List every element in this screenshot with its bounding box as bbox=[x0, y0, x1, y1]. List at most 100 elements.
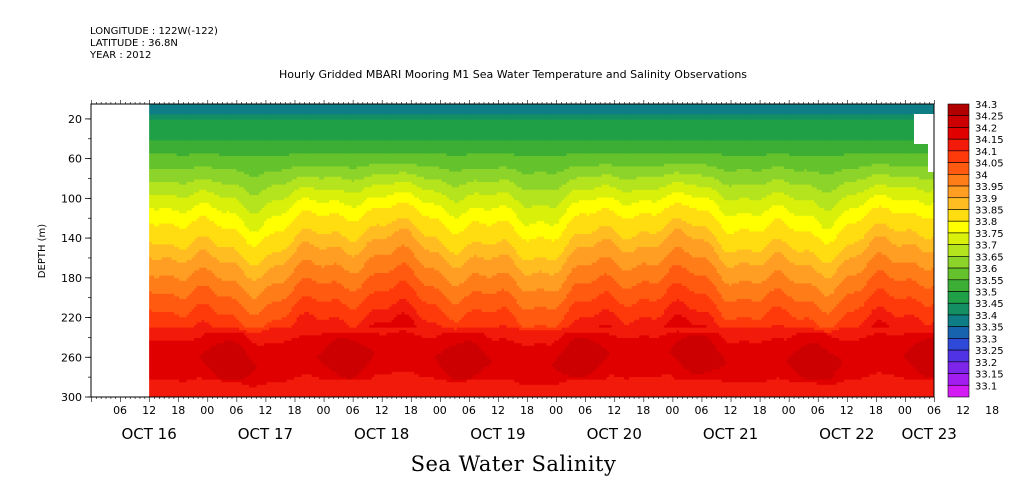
salinity-cell bbox=[246, 296, 250, 300]
salinity-cell bbox=[174, 205, 178, 209]
salinity-cell bbox=[231, 260, 235, 263]
salinity-cell bbox=[201, 254, 205, 258]
salinity-cell bbox=[229, 127, 233, 131]
salinity-cell bbox=[214, 267, 218, 271]
salinity-cell bbox=[244, 291, 248, 295]
salinity-cell bbox=[204, 163, 208, 167]
salinity-cell bbox=[239, 358, 243, 362]
salinity-cell bbox=[151, 171, 155, 175]
salinity-cell bbox=[236, 135, 240, 139]
salinity-cell bbox=[206, 236, 210, 240]
salinity-cell bbox=[206, 195, 210, 198]
salinity-cell bbox=[169, 228, 173, 232]
salinity-cell bbox=[219, 249, 223, 253]
salinity-cell bbox=[239, 182, 243, 185]
salinity-cell bbox=[164, 353, 168, 357]
salinity-cell bbox=[224, 171, 228, 175]
salinity-cell bbox=[249, 200, 253, 204]
salinity-cell bbox=[166, 273, 170, 276]
salinity-cell bbox=[211, 244, 215, 248]
salinity-cell bbox=[189, 249, 193, 253]
salinity-cell bbox=[209, 358, 213, 362]
salinity-cell bbox=[226, 257, 230, 261]
salinity-cell bbox=[214, 140, 218, 144]
salinity-cell bbox=[231, 384, 235, 388]
salinity-cell bbox=[151, 366, 155, 370]
salinity-cell bbox=[184, 395, 188, 397]
salinity-cell bbox=[249, 205, 253, 209]
salinity-cell bbox=[239, 384, 243, 388]
salinity-cell bbox=[199, 124, 203, 128]
salinity-cell bbox=[191, 111, 195, 115]
salinity-cell bbox=[191, 379, 195, 383]
salinity-cell bbox=[221, 119, 225, 123]
salinity-cell bbox=[254, 374, 258, 378]
salinity-cell bbox=[164, 312, 168, 315]
salinity-cell bbox=[151, 317, 155, 321]
salinity-cell bbox=[239, 309, 243, 313]
salinity-cell bbox=[224, 280, 228, 284]
salinity-cell bbox=[211, 150, 215, 154]
salinity-cell bbox=[191, 374, 195, 378]
salinity-cell bbox=[204, 187, 208, 191]
salinity-cell bbox=[244, 356, 248, 360]
salinity-cell bbox=[186, 379, 190, 383]
salinity-cell bbox=[241, 364, 245, 367]
salinity-cell bbox=[201, 202, 205, 206]
salinity-cell bbox=[206, 384, 210, 388]
salinity-cell bbox=[176, 280, 180, 284]
salinity-cell bbox=[244, 262, 248, 266]
salinity-cell bbox=[154, 260, 158, 263]
salinity-cell bbox=[216, 197, 220, 201]
salinity-cell bbox=[231, 215, 235, 219]
salinity-cell bbox=[189, 130, 193, 133]
salinity-cell bbox=[171, 377, 175, 380]
salinity-cell bbox=[214, 377, 218, 380]
salinity-cell bbox=[169, 327, 173, 331]
salinity-cell bbox=[169, 265, 173, 269]
salinity-cell bbox=[154, 208, 158, 211]
salinity-cell bbox=[164, 325, 168, 328]
salinity-cell bbox=[256, 156, 260, 159]
salinity-cell bbox=[251, 239, 255, 243]
salinity-cell bbox=[256, 205, 260, 209]
salinity-cell bbox=[176, 377, 180, 380]
salinity-cell bbox=[224, 132, 228, 136]
salinity-cell bbox=[234, 161, 238, 165]
salinity-cell bbox=[154, 221, 158, 224]
salinity-cell bbox=[234, 351, 238, 354]
salinity-cell bbox=[254, 286, 258, 289]
salinity-cell bbox=[221, 228, 225, 232]
salinity-cell bbox=[169, 137, 173, 141]
salinity-cell bbox=[211, 213, 215, 217]
salinity-cell bbox=[194, 296, 198, 300]
salinity-cell bbox=[164, 374, 168, 378]
salinity-cell bbox=[226, 132, 230, 136]
salinity-cell bbox=[224, 124, 228, 128]
salinity-cell bbox=[254, 270, 258, 274]
salinity-cell bbox=[159, 358, 163, 362]
salinity-cell bbox=[194, 374, 198, 378]
salinity-cell bbox=[219, 387, 223, 391]
salinity-cell bbox=[251, 234, 255, 237]
salinity-cell bbox=[199, 286, 203, 289]
salinity-cell bbox=[239, 254, 243, 258]
salinity-cell bbox=[171, 114, 175, 118]
salinity-cell bbox=[246, 208, 250, 211]
salinity-cell bbox=[201, 275, 205, 279]
salinity-cell bbox=[256, 195, 260, 198]
salinity-cell bbox=[176, 150, 180, 154]
salinity-cell bbox=[246, 286, 250, 289]
salinity-cell bbox=[204, 228, 208, 232]
salinity-cell bbox=[166, 130, 170, 133]
salinity-cell bbox=[216, 200, 220, 204]
salinity-cell bbox=[196, 156, 200, 159]
salinity-cell bbox=[246, 275, 250, 279]
salinity-cell bbox=[174, 377, 178, 380]
salinity-cell bbox=[164, 322, 168, 326]
salinity-cell bbox=[199, 379, 203, 383]
salinity-cell bbox=[194, 223, 198, 227]
salinity-cell bbox=[206, 221, 210, 224]
salinity-cell bbox=[226, 306, 230, 310]
salinity-cell bbox=[181, 215, 185, 219]
